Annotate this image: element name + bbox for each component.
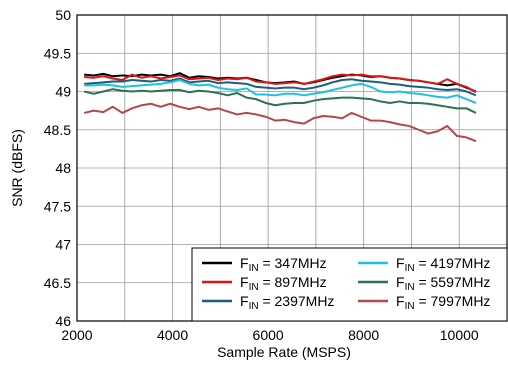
x-tick-label: 8000: [348, 327, 379, 343]
y-tick-label: 47.5: [44, 198, 71, 214]
x-tick-label: 10000: [440, 327, 479, 343]
y-tick-label: 50: [55, 7, 71, 23]
legend-box: [191, 247, 508, 322]
y-tick-label: 49.5: [44, 45, 71, 61]
legend-label: FIN = 2397MHz: [240, 293, 334, 312]
y-tick-label: 46.5: [44, 275, 71, 291]
series-line-7997mhz: [83, 102, 477, 143]
legend-label: FIN = 7997MHz: [396, 293, 490, 312]
series-line-2397mhz: [84, 77, 477, 97]
series-line-4197mhz: [84, 79, 477, 104]
grid: [77, 15, 507, 321]
y-tick-label: 46: [55, 313, 71, 329]
x-tick-label: 4000: [157, 327, 188, 343]
tick-labels: 46 46.5 47 47.5 48 48.5 49 49.5 50 2000 4000 6000 80…: [44, 7, 479, 343]
legend-label: FIN = 4197MHz: [396, 255, 490, 274]
series-group: [83, 72, 477, 143]
legend-label: FIN = 347MHz: [240, 255, 327, 274]
x-axis-title: Sample Rate (MSPS): [217, 344, 351, 360]
legend-label: FIN = 897MHz: [240, 274, 327, 293]
y-axis-title: SNR (dBFS): [9, 129, 25, 207]
series-line-5597mhz: [83, 88, 477, 114]
x-tick-label: 6000: [253, 327, 284, 343]
y-tick-label: 47: [55, 237, 71, 253]
x-tick-label: 2000: [61, 327, 92, 343]
y-tick-label: 48.5: [44, 122, 71, 138]
y-tick-label: 49: [55, 84, 71, 100]
legend-label: FIN = 5597MHz: [396, 274, 490, 293]
y-tick-label: 48: [55, 160, 71, 176]
series-line-897mhz: [84, 73, 477, 94]
